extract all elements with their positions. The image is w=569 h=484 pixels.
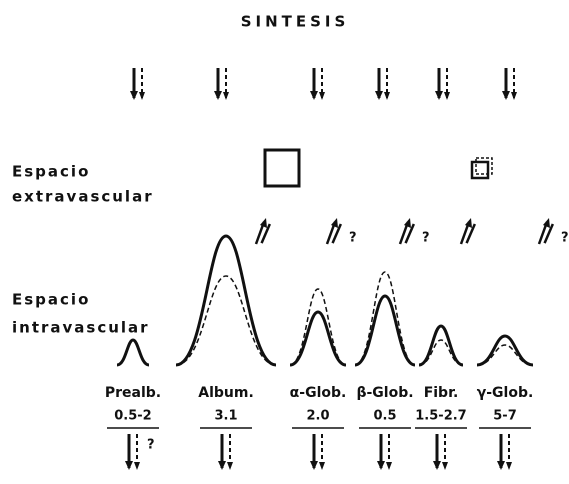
pool-box (475, 157, 493, 175)
arrow-head (444, 92, 450, 100)
curve (476, 334, 534, 367)
pool-box (263, 148, 301, 188)
arrow-head (433, 461, 441, 470)
question-mark: ? (349, 231, 357, 246)
arrow-head (319, 462, 325, 470)
arrow (404, 223, 415, 244)
arrow (260, 223, 271, 244)
title: SINTESIS (241, 13, 350, 31)
arrow-head (139, 92, 145, 100)
extravascular-label: Espacio (12, 163, 90, 181)
question-mark: ? (147, 438, 155, 453)
arrow-head (497, 461, 505, 470)
arrow (543, 223, 554, 244)
range-label: 2.0 (306, 409, 329, 424)
arrow-head (130, 91, 138, 100)
arrow-head (310, 461, 318, 470)
pool-box (470, 160, 490, 180)
arrow-head (502, 91, 510, 100)
question-mark: ? (422, 231, 430, 246)
arrow-head (375, 91, 383, 100)
curve (418, 324, 464, 367)
curve-dashed (175, 275, 277, 366)
curve (175, 234, 277, 367)
intravascular-label: Espacio (12, 291, 90, 309)
protein-label: Prealb. (105, 385, 161, 401)
arrow-head (386, 462, 392, 470)
arrow-head (134, 462, 140, 470)
arrow (331, 223, 342, 244)
arrow-head (511, 92, 517, 100)
curve (116, 338, 150, 367)
curve-dashed (476, 344, 534, 366)
curve-dashed (418, 339, 464, 366)
curve-dashed (289, 288, 347, 366)
arrow-head (223, 92, 229, 100)
arrow-head (310, 91, 318, 100)
protein-label: α-Glob. (290, 385, 347, 401)
protein-label: Album. (198, 385, 254, 401)
range-label: 3.1 (214, 409, 237, 424)
arrow-head (384, 92, 390, 100)
arrow-head (227, 462, 233, 470)
arrow-head (319, 92, 325, 100)
extravascular-label: extravascular (12, 188, 154, 206)
arrow-head (465, 218, 472, 228)
range-label: 5-7 (493, 409, 517, 424)
arrow-head (435, 91, 443, 100)
question-mark: ? (561, 231, 569, 246)
arrow-head (331, 218, 338, 228)
range-label: 0.5-2 (114, 409, 151, 424)
protein-label: γ-Glob. (477, 385, 534, 401)
arrow-head (260, 218, 267, 228)
curve-dashed (354, 271, 416, 366)
arrow-head (543, 218, 550, 228)
curve (354, 294, 416, 367)
arrow-head (214, 91, 222, 100)
arrow-head (404, 218, 411, 228)
curve (289, 310, 347, 367)
arrow-head (506, 462, 512, 470)
protein-label: Fibr. (424, 385, 459, 401)
arrow-head (377, 461, 385, 470)
protein-label: β-Glob. (356, 385, 413, 401)
arrow-head (442, 462, 448, 470)
arrow-head (218, 461, 226, 470)
intravascular-label: intravascular (12, 319, 150, 337)
range-label: 0.5 (373, 409, 396, 424)
arrow (465, 223, 476, 244)
arrow-head (125, 461, 133, 470)
range-label: 1.5-2.7 (415, 409, 466, 424)
